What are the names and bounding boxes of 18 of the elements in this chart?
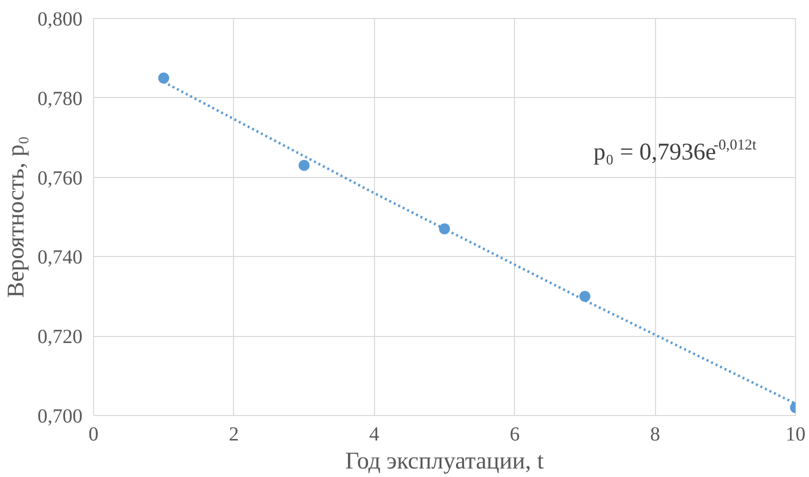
y-tick-label: 0,780 bbox=[38, 88, 82, 110]
x-axis-title: Год эксплуатации, t bbox=[345, 448, 544, 474]
x-tick-label: 4 bbox=[369, 424, 380, 446]
y-axis-title: Вероятность, p₀ bbox=[4, 136, 30, 298]
y-tick-label: 0,740 bbox=[38, 246, 82, 269]
point bbox=[298, 160, 310, 171]
x-tick-label: 2 bbox=[228, 424, 239, 446]
y-tick-label: 0,800 bbox=[38, 8, 82, 30]
y-tick-label: 0,720 bbox=[38, 326, 82, 348]
point bbox=[158, 72, 170, 84]
y-tick-label: 0,760 bbox=[38, 167, 82, 190]
point bbox=[579, 290, 590, 302]
y-tick-label: 0,700 bbox=[38, 406, 82, 428]
x-tick-label: 10 bbox=[786, 424, 806, 446]
point bbox=[439, 223, 450, 234]
x-tick-label: 8 bbox=[650, 424, 660, 446]
x-tick-label: 0 bbox=[88, 424, 98, 446]
x-tick-label: 6 bbox=[510, 424, 520, 446]
